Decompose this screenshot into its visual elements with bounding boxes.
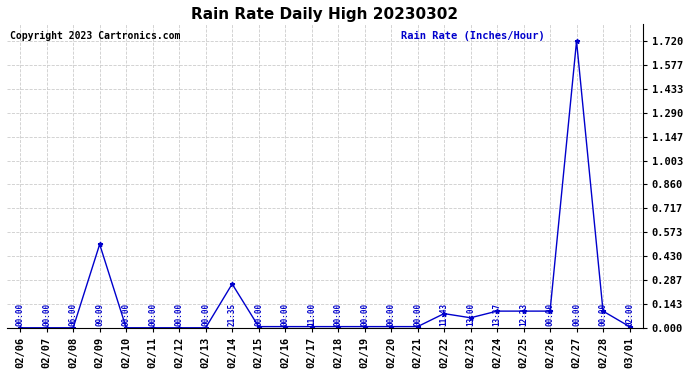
Text: 00:00: 00:00 (281, 303, 290, 326)
Text: 06:00: 06:00 (69, 303, 78, 326)
Text: 00:00: 00:00 (333, 303, 343, 326)
Text: 11:43: 11:43 (440, 303, 449, 326)
Text: 13:27: 13:27 (493, 303, 502, 326)
Text: 13:00: 13:00 (466, 303, 475, 326)
Text: 00:00: 00:00 (572, 303, 581, 326)
Text: 00:00: 00:00 (148, 303, 157, 326)
Text: 00:00: 00:00 (175, 303, 184, 326)
Text: 00:00: 00:00 (598, 303, 607, 326)
Text: 00:00: 00:00 (254, 303, 263, 326)
Text: 00:00: 00:00 (42, 303, 51, 326)
Text: 21:35: 21:35 (228, 303, 237, 326)
Text: 00:00: 00:00 (546, 303, 555, 326)
Text: 00:00: 00:00 (386, 303, 395, 326)
Text: 00:00: 00:00 (413, 303, 422, 326)
Text: Copyright 2023 Cartronics.com: Copyright 2023 Cartronics.com (10, 31, 181, 40)
Text: 00:00: 00:00 (201, 303, 210, 326)
Text: 12:23: 12:23 (519, 303, 528, 326)
Text: 09:09: 09:09 (95, 303, 104, 326)
Text: 00:00: 00:00 (16, 303, 25, 326)
Text: 00:00: 00:00 (360, 303, 369, 326)
Text: 02:00: 02:00 (625, 303, 634, 326)
Text: 00:00: 00:00 (121, 303, 130, 326)
Text: 11:00: 11:00 (307, 303, 316, 326)
Text: Rain Rate (Inches/Hour): Rain Rate (Inches/Hour) (401, 31, 545, 40)
Title: Rain Rate Daily High 20230302: Rain Rate Daily High 20230302 (191, 7, 458, 22)
